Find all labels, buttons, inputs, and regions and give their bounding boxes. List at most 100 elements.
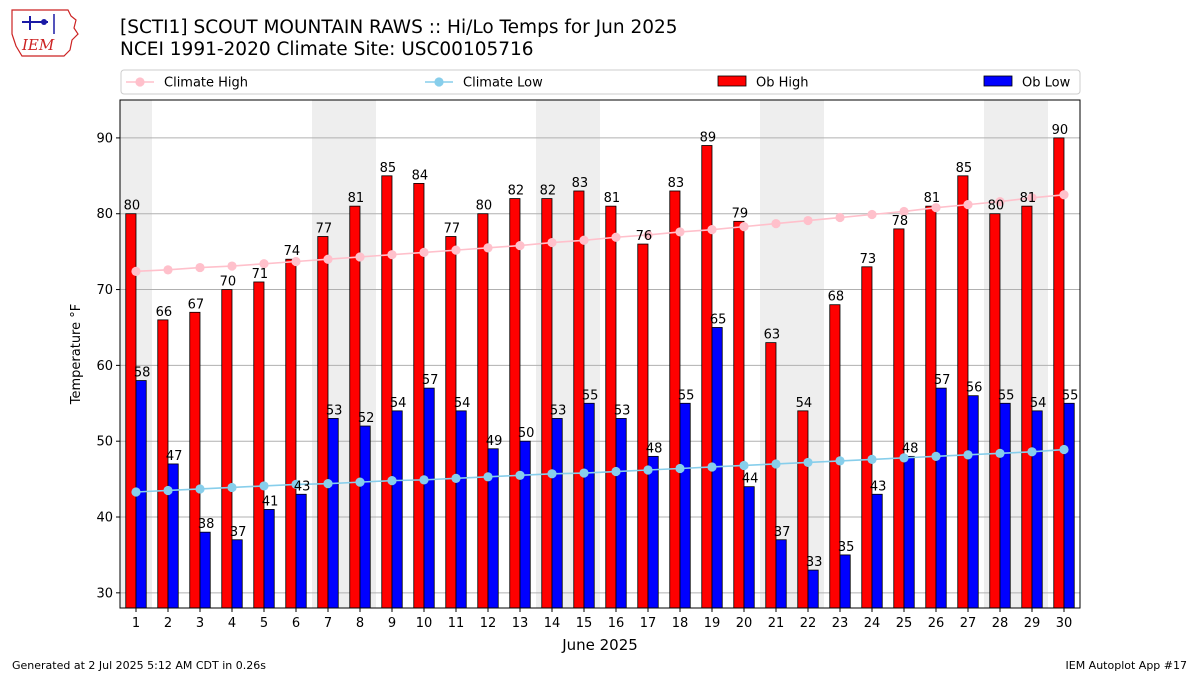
iowa-outline-icon: [11, 9, 79, 57]
climate-high-point: [547, 237, 557, 248]
climate-low-point: [739, 460, 749, 471]
y-tick-label: 60: [96, 359, 113, 374]
x-tick-label: 20: [736, 616, 753, 631]
x-tick-label: 6: [292, 616, 300, 631]
ob-low-bar: [199, 531, 211, 609]
climate-high-point: [323, 254, 333, 264]
climate-high-point: [611, 232, 621, 242]
x-tick-label: 21: [768, 616, 785, 631]
ob-low-value-label: 38: [198, 517, 215, 532]
ob-high-value-label: 80: [124, 199, 141, 214]
x-tick-label: 30: [1056, 616, 1073, 631]
legend-item-climate-high: Climate High: [126, 76, 248, 91]
climate-low-point: [1059, 444, 1069, 455]
climate-high-point: [163, 265, 173, 275]
x-tick-label: 29: [1024, 616, 1041, 631]
x-tick-label: 10: [416, 616, 433, 631]
climate-low-point: [323, 479, 333, 489]
ob-low-value-label: 37: [230, 525, 247, 540]
ob-low-bar: [775, 539, 787, 609]
x-tick-label: 13: [512, 616, 529, 631]
climate-low-point: [643, 465, 653, 475]
legend-item-ob-high: Ob High: [717, 75, 809, 91]
ob-high-bar: [861, 266, 873, 609]
climate-low-point: [579, 468, 589, 478]
ob-low-value-label: 43: [294, 479, 311, 494]
ob-low-value-label: 57: [934, 373, 951, 388]
ob-low-value-label: 53: [614, 403, 631, 418]
y-tick-label: 40: [96, 511, 113, 526]
x-tick-label: 9: [388, 616, 396, 631]
legend: Climate High Climate Low Ob High Ob Low: [120, 69, 1081, 95]
legend-swatch-ob-high: [717, 75, 747, 87]
climate-high-point: [835, 212, 845, 223]
x-tick-label: 28: [992, 616, 1009, 631]
ob-low-bar: [295, 493, 307, 609]
climate-low-line: [135, 448, 1065, 493]
climate-high-point: [1027, 193, 1037, 203]
chart-title: [SCTI1] SCOUT MOUNTAIN RAWS :: Hi/Lo Tem…: [120, 17, 678, 38]
x-tick-label: 18: [672, 616, 689, 631]
ob-high-bar: [765, 342, 777, 609]
climate-low-point: [291, 479, 301, 490]
ob-high-value-label: 85: [380, 161, 397, 176]
ob-low-value-label: 43: [870, 479, 887, 494]
ob-low-bar: [263, 509, 275, 609]
y-tick-label: 30: [96, 586, 113, 601]
ob-high-value-label: 77: [444, 221, 461, 236]
ob-high-bar: [893, 228, 905, 609]
logo-text: IEM: [21, 36, 55, 54]
climate-low-point: [995, 448, 1005, 458]
ob-high-value-label: 84: [412, 168, 429, 183]
ob-high-value-label: 81: [604, 191, 621, 206]
y-axis-label: Temperature °F: [69, 304, 84, 405]
ob-low-bar: [327, 418, 339, 609]
ob-low-value-label: 52: [358, 411, 375, 426]
ob-high-value-label: 74: [284, 244, 301, 259]
climate-low-point: [227, 482, 237, 493]
footer-app: IEM Autoplot App #17: [1065, 659, 1188, 672]
ob-high-value-label: 76: [636, 229, 653, 244]
x-tick-label: 24: [864, 616, 881, 631]
climate-high-point: [867, 209, 877, 220]
climate-high-point: [291, 256, 301, 267]
climate-high-point: [515, 240, 525, 251]
ob-low-value-label: 55: [998, 388, 1015, 403]
x-tick-label: 4: [228, 616, 236, 631]
climate-high-point: [643, 230, 653, 240]
ob-low-value-label: 41: [262, 494, 279, 509]
legend-label-climate-low: Climate Low: [463, 76, 543, 91]
climate-high-point: [131, 266, 141, 276]
climate-high-point: [451, 245, 461, 255]
climate-high-point: [899, 206, 909, 217]
ob-high-bar: [413, 183, 425, 609]
ob-low-value-label: 33: [806, 555, 823, 570]
ob-high-value-label: 89: [700, 130, 717, 145]
ob-low-value-label: 37: [774, 525, 791, 540]
ob-high-value-label: 80: [988, 199, 1005, 214]
legend-item-climate-low: Climate Low: [425, 76, 543, 91]
ob-high-value-label: 81: [348, 191, 365, 206]
ob-low-value-label: 53: [326, 403, 343, 418]
ob-low-bar: [391, 410, 403, 609]
legend-label-ob-high: Ob High: [756, 76, 809, 91]
plot-frame: [119, 99, 1081, 609]
ob-high-value-label: 90: [1052, 123, 1069, 138]
climate-low-point: [547, 469, 557, 479]
climate-high-point: [771, 218, 781, 229]
ob-high-value-label: 68: [828, 290, 845, 305]
climate-high-point: [227, 261, 237, 271]
x-tick-label: 2: [164, 616, 172, 631]
x-tick-label: 23: [832, 616, 849, 631]
ob-high-value-label: 81: [1020, 191, 1037, 206]
x-tick-label: 3: [196, 616, 204, 631]
ob-low-value-label: 50: [518, 426, 535, 441]
climate-low-point: [803, 457, 813, 468]
ob-high-value-label: 67: [188, 297, 205, 312]
x-tick-label: 16: [608, 616, 625, 631]
climate-low-point: [675, 463, 685, 474]
x-tick-label: 8: [356, 616, 364, 631]
legend-label-ob-low: Ob Low: [1022, 76, 1071, 91]
x-axis-label: June 2025: [561, 636, 638, 654]
